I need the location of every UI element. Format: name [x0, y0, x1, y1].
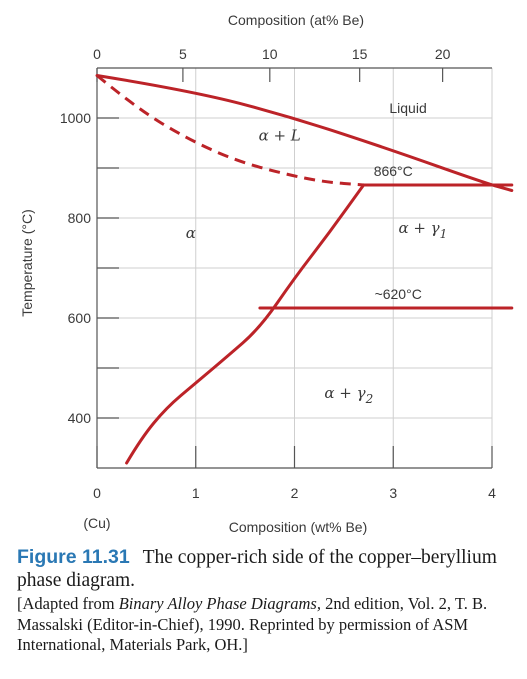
axes — [96, 67, 493, 469]
grid — [97, 68, 493, 468]
top-tick-label: 10 — [262, 46, 278, 62]
phase-diagram-chart: 400 600 800 1000 0 1 2 3 4 0 5 10 15 20 Liquid α + L 86… — [19, 12, 514, 535]
source-suffix: 2nd edition, Vol. 2, T. B. Massalski (Ed… — [17, 594, 488, 654]
annotation-3: α — [186, 224, 196, 242]
annotation-5: ~620°C — [375, 286, 422, 302]
x-tick-label: 2 — [291, 485, 299, 501]
annotation-subscript: 2 — [365, 392, 374, 406]
y-tick-label: 1000 — [60, 110, 91, 126]
annotation-1: α + L — [259, 127, 301, 145]
source-prefix: [Adapted from — [17, 594, 119, 613]
annotation-2: 866°C — [374, 163, 413, 179]
x-tick-label: 0 — [93, 485, 101, 501]
top-tick-label: 15 — [352, 46, 368, 62]
y-tick-label: 800 — [68, 210, 92, 226]
top-tick-label: 5 — [179, 46, 187, 62]
x-axis-title: Composition (wt% Be) — [229, 519, 368, 535]
annotations: Liquid α + L 866°C α α + γ1 ~620°C α + γ2 — [186, 100, 448, 406]
caption-title: Figure 11.31 The copper-rich side of the… — [17, 546, 522, 592]
caption-text: The copper-rich side of the copper–beryl… — [17, 547, 497, 591]
top-tick-label: 20 — [435, 46, 451, 62]
y-tick-label: 600 — [68, 310, 92, 326]
annotation-6: α + γ2 — [324, 384, 373, 406]
figure-number: Figure 11.31 — [17, 546, 130, 568]
phase-boundaries — [95, 74, 514, 465]
x-tick-label: 1 — [192, 485, 200, 501]
x-tick-label: 3 — [389, 485, 397, 501]
x-axis-note: (Cu) — [83, 515, 110, 531]
phase-boundary-dashed-1 — [96, 74, 364, 187]
y-tick-label: 400 — [68, 410, 92, 426]
top-tick-label: 0 — [93, 46, 101, 62]
phase-boundary-solid-0 — [95, 74, 514, 192]
annotation-4: α + γ1 — [398, 219, 447, 241]
top-axis-title: Composition (at% Be) — [228, 12, 364, 28]
annotation-subscript: 1 — [440, 227, 448, 241]
tick-labels: 400 600 800 1000 0 1 2 3 4 0 5 10 15 20 — [60, 46, 496, 501]
figure-caption: Figure 11.31 The copper-rich side of the… — [17, 546, 522, 656]
x-tick-label: 4 — [488, 485, 496, 501]
caption-source: [Adapted from Binary Alloy Phase Diagram… — [17, 594, 522, 656]
y-axis-title: Temperature (°C) — [19, 209, 35, 317]
annotation-0: Liquid — [389, 100, 426, 116]
phase-boundary-solid-2 — [125, 183, 366, 465]
source-book: Binary Alloy Phase Diagrams, — [118, 594, 321, 613]
